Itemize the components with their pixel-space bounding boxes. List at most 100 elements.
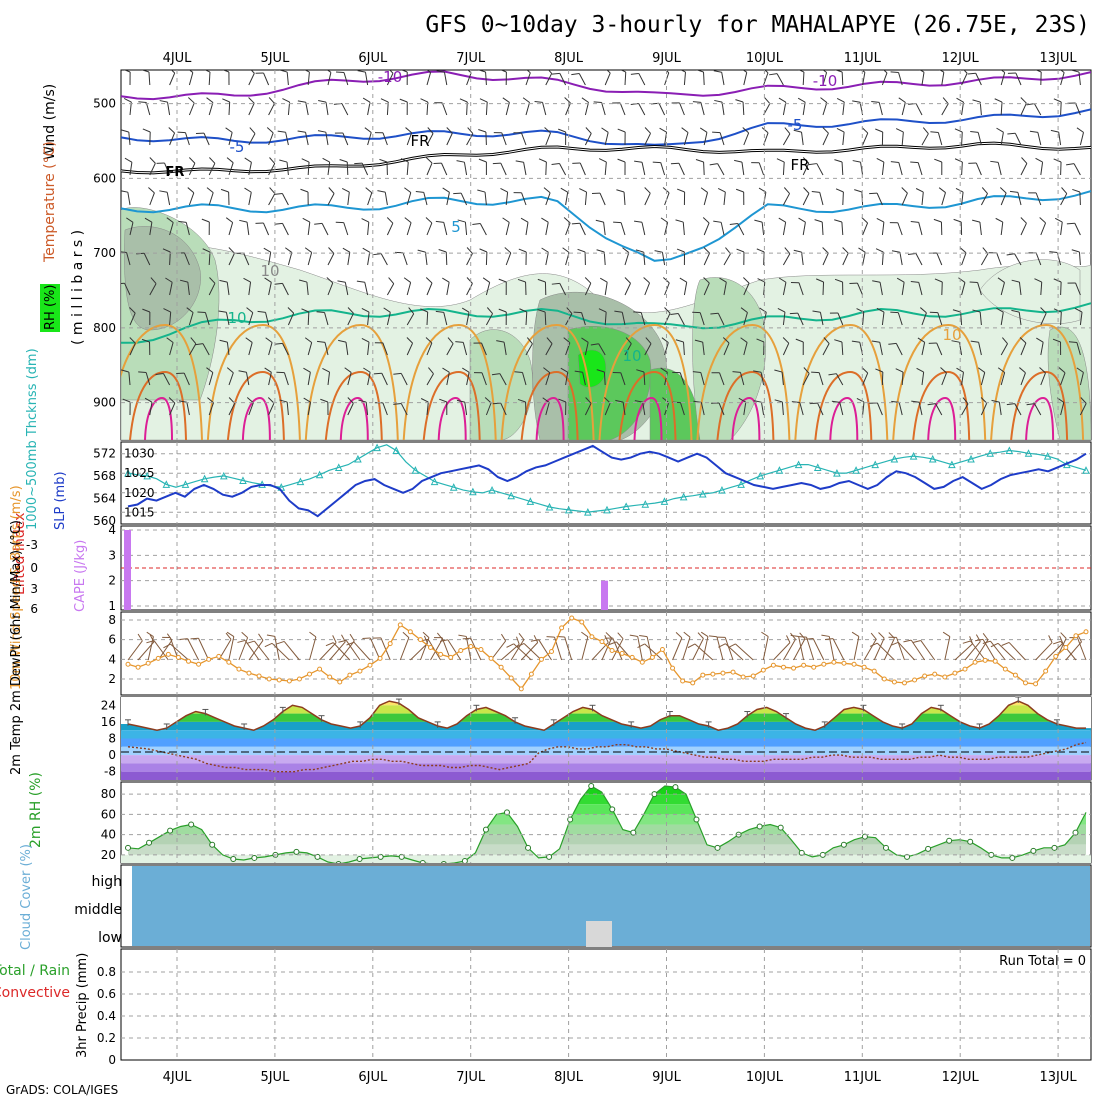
- wind-barb-flag: [155, 373, 164, 376]
- wind-barb-flag: [769, 73, 778, 76]
- wind-barb: [1076, 342, 1081, 356]
- rh2m-point: [567, 816, 574, 823]
- wind-barb-flag: [789, 312, 798, 315]
- wind-barb-flag: [544, 127, 551, 134]
- wind-barb-flag: [831, 400, 840, 403]
- wind-barb-flag: [812, 310, 821, 313]
- wind-barb: [1074, 223, 1081, 236]
- wind-barb: [782, 161, 785, 176]
- wind-barb-flag: [530, 639, 539, 642]
- rh2m-markers: [125, 783, 1079, 863]
- isotherm-20: [912, 370, 971, 440]
- contour-label: FR: [166, 165, 185, 180]
- wind-barb-flag: [547, 70, 553, 74]
- wind-barb-flag: [519, 308, 527, 313]
- wind-barb-flag: [534, 101, 543, 103]
- wind-barb-flag: [121, 190, 128, 193]
- wind-barb: [584, 403, 592, 416]
- wind10-point: [821, 661, 827, 667]
- axis-tick-label: 1025: [124, 466, 155, 480]
- wind-barb-flag: [907, 252, 917, 255]
- wind-barb-flag: [318, 100, 327, 103]
- wind10-point: [629, 654, 635, 660]
- wind-barb: [873, 637, 885, 661]
- wind-barb: [485, 71, 487, 86]
- wind-barb-flag: [264, 642, 273, 648]
- wind-barb: [802, 373, 810, 386]
- bottom-date-label: 4JUL: [163, 1070, 193, 1085]
- rh-shade-area: [124, 226, 201, 331]
- rh2m-point: [1009, 854, 1016, 861]
- wind-barb-flag: [738, 397, 747, 403]
- wind-barb: [935, 403, 943, 416]
- rh2m-base: [121, 854, 1091, 863]
- wind-barb-flag: [146, 640, 155, 644]
- wind-barb: [1075, 282, 1081, 296]
- wind-barb-flag: [742, 127, 749, 134]
- wind-barb: [921, 192, 924, 206]
- wind10-point: [357, 668, 363, 674]
- wind-barb: [802, 163, 810, 176]
- wind-barb-flag: [194, 343, 204, 346]
- wind-barb: [1040, 342, 1044, 356]
- rh2m-point: [419, 860, 426, 863]
- wind-barb: [386, 312, 391, 326]
- wind-barb-flag: [344, 367, 352, 373]
- wind10-point: [377, 655, 383, 661]
- wind-barb-flag: [802, 157, 810, 164]
- wind-barb: [248, 312, 254, 326]
- wind10-point: [992, 658, 998, 664]
- bottom-date-label: 6JUL: [358, 1070, 388, 1085]
- wind-barb: [319, 642, 337, 661]
- wind-barb: [1040, 372, 1046, 386]
- wind-barb: [485, 402, 492, 416]
- wind-barb-flag: [776, 158, 785, 163]
- wind-barb: [406, 222, 412, 236]
- wind-barb: [523, 643, 542, 661]
- rh2m-point: [335, 861, 342, 863]
- wind-barb: [1058, 132, 1062, 146]
- wind-barb-flag: [442, 187, 450, 193]
- wind-barb: [915, 103, 923, 116]
- wind-barb: [426, 282, 433, 296]
- wind-barb-flag: [581, 337, 589, 343]
- wind-barb-flag: [304, 247, 312, 253]
- wind-barb: [559, 73, 567, 86]
- wind-barb-flag: [456, 160, 465, 163]
- wind10-point: [307, 671, 313, 677]
- wind-barb-flag: [249, 127, 256, 134]
- axis-tick-label: 1015: [124, 505, 155, 519]
- wind-barb-flag: [356, 280, 365, 283]
- wind-barb: [248, 640, 264, 661]
- isotherm-20: [520, 370, 579, 440]
- wind10-point: [468, 644, 474, 650]
- wind-barb-flag: [491, 373, 500, 376]
- cape-bar: [124, 530, 131, 610]
- wind-barb: [446, 343, 454, 356]
- wind-barb: [228, 636, 235, 661]
- wind-barb: [638, 73, 646, 86]
- wind-barb-flag: [614, 310, 623, 313]
- wind-barb-flag: [1060, 632, 1067, 639]
- wind-barb-flag: [248, 97, 255, 104]
- wind-barb-flag: [793, 249, 802, 253]
- axis-tick-label: 0.8: [97, 965, 116, 979]
- wind-barb-flag: [615, 399, 624, 403]
- wind-barb: [853, 636, 860, 661]
- wind-barb: [584, 102, 589, 116]
- bottom-date-axis: 4JUL 5JUL 6JUL 7JUL 8JUL 9JUL 10JUL 11JUL 12JUL 1…: [163, 1070, 1078, 1085]
- wind-barb-flag: [697, 632, 704, 639]
- wind-barb-flag: [403, 277, 411, 283]
- wind-barb-flag: [805, 637, 814, 640]
- wind-barb: [1008, 642, 1026, 661]
- upper-grid: [121, 70, 1091, 440]
- wind-barb-flag: [400, 158, 409, 163]
- wind-barb: [166, 192, 171, 206]
- wind-barb-flag: [420, 308, 428, 313]
- wind-barb: [723, 253, 731, 266]
- wind-barb-flag: [300, 188, 309, 193]
- thickness-marker: [239, 476, 247, 484]
